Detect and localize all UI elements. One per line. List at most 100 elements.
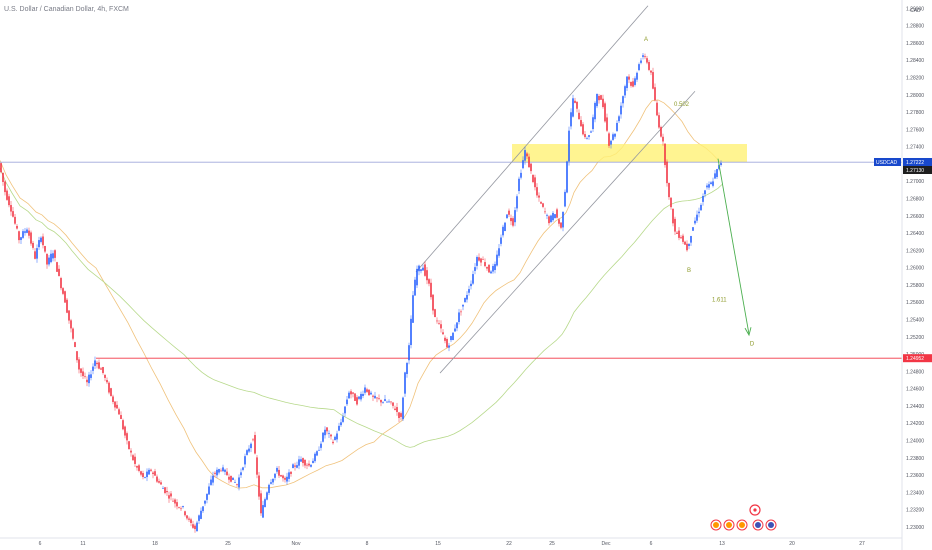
candle-body [30, 232, 32, 244]
candle-body [580, 120, 582, 127]
candle-body [78, 359, 80, 370]
candle-body [454, 328, 456, 332]
price-tick-label: 1.26400 [906, 231, 924, 237]
candle-body [118, 409, 120, 415]
us-flag-icon[interactable] [752, 519, 764, 531]
candle-body [538, 195, 540, 198]
flag-icon[interactable] [710, 519, 722, 531]
price-tick-label: 1.28200 [906, 75, 924, 81]
event-icons[interactable] [710, 504, 777, 531]
time-tick-label: 20 [789, 541, 795, 547]
candle-body [460, 311, 462, 313]
candle-body [616, 122, 618, 131]
candle-body [20, 237, 22, 240]
level-label-bg [903, 354, 932, 363]
flag-icon[interactable] [736, 519, 748, 531]
candle-body [102, 367, 104, 373]
candle-body [108, 382, 110, 393]
candle-body [46, 253, 48, 265]
flag-icon[interactable] [723, 519, 735, 531]
candle-body [62, 288, 64, 294]
candle-body [674, 218, 676, 232]
candle-body [382, 402, 384, 403]
candle-body [654, 87, 656, 101]
candle-body [356, 397, 358, 405]
candle-body [386, 401, 388, 403]
candle-body [200, 510, 202, 519]
candle-body [306, 464, 308, 466]
candle-body [268, 484, 270, 493]
candle-body [492, 266, 494, 272]
candle-body [12, 211, 14, 217]
candle-body [38, 240, 40, 248]
candle-body [544, 211, 546, 213]
candle-body [554, 214, 556, 219]
candle-body [266, 492, 268, 500]
candle-body [164, 487, 166, 494]
candle-body [220, 470, 222, 472]
candle-body [222, 467, 224, 472]
candle-body [436, 320, 438, 322]
candle-body [650, 70, 652, 73]
candle-body [76, 351, 78, 361]
candle-body [84, 376, 86, 378]
candle-body [700, 204, 702, 211]
time-axis[interactable]: 6 11 18 25 Nov 8 15 22 25 Dec 6 13 20 27 [0, 537, 902, 547]
time-tick-label: Dec [602, 541, 611, 547]
candle-body [418, 265, 420, 272]
candle-body [484, 262, 486, 267]
candle-body [256, 457, 258, 475]
candle-body [228, 476, 230, 480]
resistance-zone[interactable] [512, 144, 747, 163]
candle-body [496, 254, 498, 266]
trend-channel[interactable] [415, 5, 696, 374]
time-tick-label: 6 [39, 541, 42, 547]
candle-body [458, 312, 460, 322]
level-price-label: 1.24952 [906, 356, 924, 362]
time-tick-label: 25 [225, 541, 231, 547]
candle-body [392, 402, 394, 406]
candle-body [110, 388, 112, 396]
candle-body [312, 460, 314, 464]
candle-body [680, 237, 682, 239]
drawings[interactable]: A B D 0.502 1.611 [644, 37, 755, 347]
horizontal-lines[interactable] [0, 161, 902, 359]
candle-body [182, 506, 184, 508]
candle-body [366, 389, 368, 392]
candle-body [570, 112, 572, 127]
point-b-label: B [687, 268, 691, 274]
candle-body [318, 449, 320, 451]
event-icon[interactable] [749, 504, 761, 516]
candle-body [668, 182, 670, 198]
candle-body [510, 217, 512, 222]
candle-body [166, 491, 168, 493]
candle-body [264, 499, 266, 507]
us-flag-icon[interactable] [765, 519, 777, 531]
candle-body [404, 372, 406, 394]
candle-body [598, 95, 600, 101]
candle-body [596, 93, 598, 107]
price-axis[interactable]: 1.29000 1.28800 1.28600 1.28400 1.28200 1.280… [901, 0, 924, 550]
candle-body [32, 242, 34, 248]
candle-body [648, 62, 650, 70]
candle-body [350, 391, 352, 395]
candle-body [420, 269, 422, 272]
candle-body [172, 500, 174, 502]
candle-body [512, 218, 514, 226]
candle-body [70, 320, 72, 329]
candle-body [120, 415, 122, 419]
candle-body [60, 278, 62, 289]
candle-body [176, 502, 178, 507]
candle-body [34, 251, 36, 259]
candle-body [124, 426, 126, 436]
ask-price-label: 1.27130 [906, 168, 924, 174]
candle-body [532, 174, 534, 183]
candle-body [612, 134, 614, 140]
candle-body [146, 471, 148, 478]
candle-body [208, 486, 210, 495]
candle-body [330, 434, 332, 437]
ask-label-bg [903, 165, 932, 174]
candle-body [212, 475, 214, 483]
candle-body [378, 398, 380, 400]
